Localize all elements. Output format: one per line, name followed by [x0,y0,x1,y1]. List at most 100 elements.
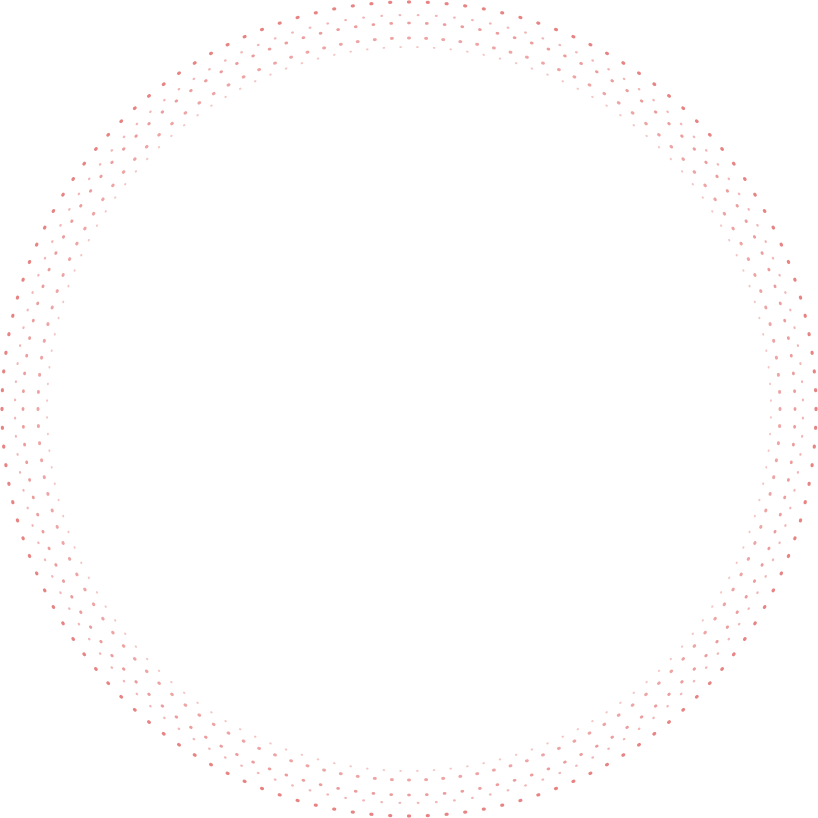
ring-dot [458,40,463,44]
ring-dot [475,42,480,46]
ring-dot [134,680,138,684]
ring-dot [2,369,6,374]
ring-dot [518,798,523,803]
ring-dot [512,36,517,40]
ring-dot [208,747,211,750]
ring-dot [23,371,27,376]
ring-dot [124,183,127,186]
ring-dot [739,241,743,246]
ring-dot [41,284,45,289]
ring-dot [765,466,768,469]
ring-dot [536,793,541,797]
ring-dot [744,595,748,599]
ring-dot [737,192,741,196]
ring-dot [398,801,402,805]
ring-dot [500,803,505,807]
ring-dot [353,25,358,29]
ring-dot [424,21,429,25]
ring-dot [277,21,282,25]
ring-dot [764,305,768,310]
ring-dot [591,720,594,723]
ring-dot [739,572,743,577]
ring-dot [21,389,25,394]
ring-dot [753,235,756,239]
ring-dot [470,18,474,22]
ring-dot [621,753,626,757]
ring-dot [362,799,366,802]
ring-dot [713,197,717,202]
ring-dot [38,441,42,446]
ring-dot [536,21,541,25]
ring-dot [425,813,430,818]
ring-dot [669,669,674,674]
ring-dot [83,226,87,231]
ring-dot [51,575,54,578]
ring-dot [40,355,44,360]
ring-dot [725,625,729,629]
ring-dot [132,707,137,712]
ring-dot [765,349,768,352]
ring-dot [769,432,772,436]
ring-dot [91,602,96,607]
ring-dot [144,669,149,674]
ring-dot [588,771,593,776]
ring-dot [98,163,102,166]
ring-dot [491,46,496,50]
ring-dot [333,53,336,56]
ring-dot [273,61,277,65]
ring-dot [369,2,374,6]
ring-dot [657,146,661,149]
ring-dot [669,657,672,661]
ring-dot [796,344,800,348]
ring-dot [727,637,731,641]
ring-dot [798,518,803,523]
ring-dot [350,4,355,8]
ring-dot [219,744,223,748]
ring-dot [735,253,738,257]
ring-dot [546,47,551,51]
ring-dot [50,305,54,310]
ring-dot [53,333,56,336]
ring-dot [753,579,756,583]
ring-dot [147,720,151,724]
ring-dot [619,114,622,117]
ring-dot [720,224,723,227]
ring-dot [226,83,231,87]
ring-dot [571,35,576,39]
ring-dot [157,146,161,149]
ring-dot [602,722,607,727]
ring-dot [575,764,578,767]
ring-dot [183,691,186,694]
ring-dot [703,183,707,188]
ring-dot [424,778,429,782]
ring-dot [26,506,29,510]
ring-dot [756,223,759,227]
ring-dot [14,380,18,384]
ring-dot [240,51,243,54]
ring-dot [48,449,51,452]
ring-dot [769,416,772,419]
ring-dot [48,366,51,369]
ring-dot [644,121,648,126]
ring-dot [622,77,626,81]
ring-dot [7,481,11,486]
ring-dot [366,48,369,51]
ring-dot [284,748,288,751]
ring-dot [94,667,98,671]
ring-dot [657,133,661,137]
ring-dot [67,284,70,288]
ring-dot [762,209,767,213]
ring-dot [355,774,360,778]
ring-dot [399,769,402,772]
ring-dot [558,771,562,775]
ring-dot [407,21,411,25]
ring-dot [813,425,818,430]
ring-dot [177,727,181,731]
ring-dot [119,694,124,699]
ring-dot [388,0,393,5]
ring-dot [466,50,469,53]
ring-dot [251,760,255,764]
ring-dot [46,382,49,386]
ring-dot [652,716,655,720]
ring-dot [791,442,795,447]
